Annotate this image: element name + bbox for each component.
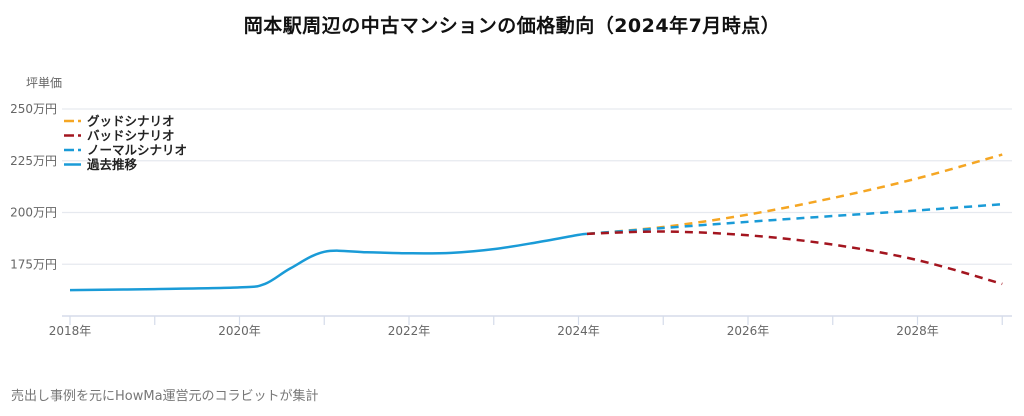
x-axis: 2018年 2020年 2022年 2024年 2026年 2028年 (49, 315, 1012, 338)
legend-label: 過去推移 (86, 157, 138, 172)
legend-item[interactable]: バッドシナリオ (64, 128, 175, 143)
chart-title: 岡本駅周辺の中古マンションの価格動向（2024年7月時点） (243, 15, 781, 37)
series-lines (69, 153, 1003, 292)
legend-label: グッドシナリオ (87, 114, 175, 129)
y-axis-ticks: 175万円 200万円 225万円 250万円 (10, 102, 57, 271)
x-tick-label: 2020年 (218, 324, 261, 338)
series-line-バッドシナリオ (586, 230, 1003, 286)
y-tick-label: 250万円 (10, 102, 57, 116)
x-tick-label: 2028年 (896, 324, 939, 338)
legend-item[interactable]: ノーマルシナリオ (64, 143, 187, 158)
series-line-ノーマルシナリオ (586, 202, 1003, 236)
legend-label: ノーマルシナリオ (87, 143, 187, 158)
y-tick-label: 200万円 (10, 206, 57, 220)
legend-label: バッドシナリオ (87, 128, 175, 143)
x-tick-label: 2022年 (388, 324, 431, 338)
series-line-グッドシナリオ (586, 153, 1003, 236)
gridlines (62, 108, 1012, 265)
y-tick-label: 225万円 (10, 154, 57, 168)
source-note: 売出し事例を元にHowMa運営元のコラビットが集計 (11, 389, 319, 404)
y-axis-unit-label: 坪単価 (26, 76, 63, 90)
legend-item[interactable]: グッドシナリオ (64, 114, 175, 129)
line-chart: 175万円 200万円 225万円 250万円 2018年 2020年 2022年 2024… (10, 102, 1012, 338)
x-tick-label: 2026年 (727, 324, 770, 338)
x-tick-label: 2018年 (49, 324, 92, 338)
x-tick-label: 2024年 (557, 324, 600, 338)
y-tick-label: 175万円 (10, 257, 57, 271)
series-line-過去推移 (69, 232, 588, 292)
legend-item[interactable]: 過去推移 (64, 157, 138, 172)
